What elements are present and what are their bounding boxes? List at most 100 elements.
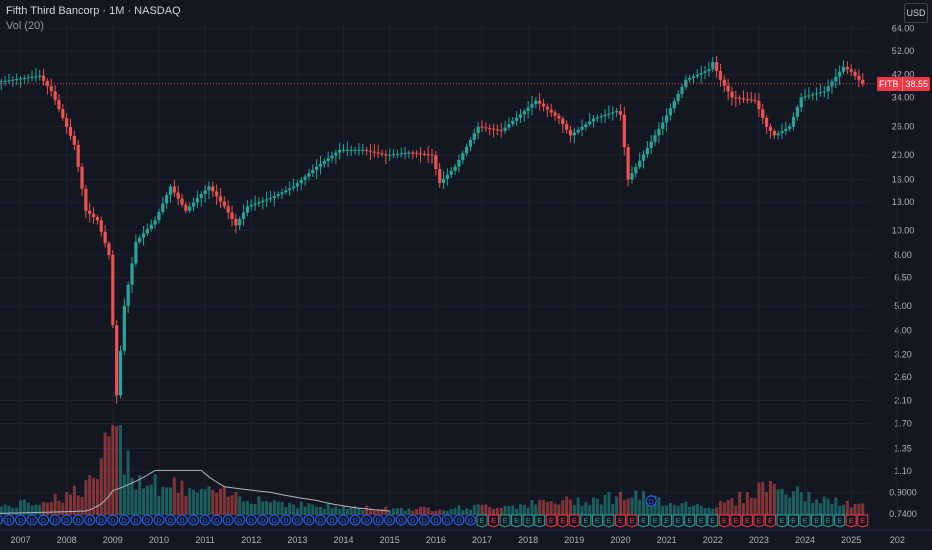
candle-body	[703, 71, 707, 73]
candle-body	[353, 149, 357, 151]
dividend-marker	[118, 514, 130, 526]
candle-body	[380, 153, 384, 155]
y-tick-label: 26.00	[892, 122, 915, 132]
volume-bar	[826, 498, 830, 515]
y-tick-label: 16.00	[892, 174, 915, 184]
earnings-marker-letter: E	[480, 518, 485, 525]
volume-bar	[230, 495, 234, 515]
volume-bar	[803, 501, 807, 515]
candle-body	[807, 95, 811, 97]
candle-body	[503, 127, 507, 131]
volume-bar	[418, 506, 422, 515]
candle-body	[0, 81, 3, 83]
candle-body	[34, 76, 38, 78]
candle-body	[665, 115, 669, 123]
candle-body	[272, 196, 276, 198]
dividend-marker	[303, 514, 315, 526]
volume-bar	[107, 436, 111, 515]
dividend-marker-letter: D	[283, 518, 288, 525]
dividend-marker-letter: D	[226, 518, 231, 525]
volume-bar	[280, 502, 284, 515]
candle-body	[534, 100, 538, 105]
volume-bar	[311, 504, 315, 515]
earnings-marker-letter: E	[676, 518, 681, 525]
candle-body	[649, 141, 653, 149]
volume-indicator-label[interactable]: Vol (20)	[6, 20, 44, 32]
candle-body	[430, 154, 434, 156]
earnings-marker	[568, 514, 580, 528]
earnings-marker	[603, 514, 615, 528]
volume-bar	[61, 502, 65, 515]
candle-body	[465, 146, 469, 154]
volume-bar	[426, 507, 430, 515]
candle-body	[607, 113, 611, 115]
candle-body	[88, 210, 92, 214]
candle-body	[215, 191, 219, 197]
dividend-marker	[384, 514, 396, 526]
volume-bar	[780, 488, 784, 515]
volume-bar	[261, 501, 265, 515]
candle-body	[553, 112, 557, 116]
y-tick-label: 52.00	[892, 46, 915, 56]
earnings-marker	[695, 514, 707, 528]
volume-bar	[138, 475, 142, 515]
candle-body	[153, 220, 157, 225]
dividend-marker-letter: D	[649, 499, 654, 506]
volume-bar	[3, 504, 7, 515]
volume-bar	[811, 503, 815, 515]
candle-body	[203, 190, 207, 194]
earnings-marker-letter: E	[491, 518, 496, 525]
x-tick-label: 2023	[749, 535, 769, 545]
candle-body	[799, 97, 803, 108]
candle-body	[861, 79, 865, 84]
volume-bar	[753, 498, 757, 515]
earnings-marker-letter: E	[722, 518, 727, 525]
volume-bar	[88, 475, 92, 515]
candle-body	[468, 139, 473, 147]
volume-bar	[538, 499, 542, 515]
candle-body	[434, 155, 438, 170]
candle-body	[326, 158, 330, 162]
volume-bar	[53, 494, 57, 515]
volume-bar	[468, 509, 472, 515]
volume-bar	[615, 496, 619, 515]
earnings-marker-letter: E	[653, 518, 658, 525]
candle-body	[322, 161, 326, 164]
volume-bar	[738, 491, 742, 515]
dividend-marker-letter: D	[468, 518, 473, 525]
volume-bar	[126, 450, 130, 515]
volume-bar	[257, 496, 261, 515]
candle-body	[530, 104, 534, 108]
volume-bar	[534, 504, 538, 515]
earnings-marker-letter: E	[618, 518, 623, 525]
dividend-marker	[430, 514, 442, 526]
volume-bar	[792, 491, 796, 515]
candle-body	[218, 196, 223, 202]
earnings-marker-letter: E	[607, 518, 612, 525]
candle-body	[99, 220, 103, 232]
volume-bar	[153, 474, 157, 515]
earnings-marker-letter: E	[595, 518, 600, 525]
volume-bar	[215, 492, 219, 515]
candle-body	[176, 192, 180, 199]
earnings-marker-letter: E	[584, 518, 589, 525]
candle-body	[780, 130, 784, 134]
candle-body	[495, 129, 499, 131]
volume-bar	[118, 425, 122, 515]
candle-body	[180, 198, 184, 205]
candle-body	[199, 193, 203, 199]
candle-body	[411, 152, 415, 154]
x-tick-label: 2014	[334, 535, 354, 545]
x-tick-label: 202	[890, 535, 905, 545]
candle-body	[776, 133, 780, 136]
candle-body	[441, 178, 446, 183]
currency-button[interactable]: USD	[904, 3, 928, 23]
volume-bar	[318, 506, 322, 515]
volume-bar	[453, 507, 457, 515]
volume-bar	[622, 499, 626, 515]
volume-bar	[668, 502, 672, 515]
dividend-marker-letter: D	[295, 518, 300, 525]
earnings-marker	[534, 514, 546, 528]
volume-bar	[388, 510, 392, 515]
